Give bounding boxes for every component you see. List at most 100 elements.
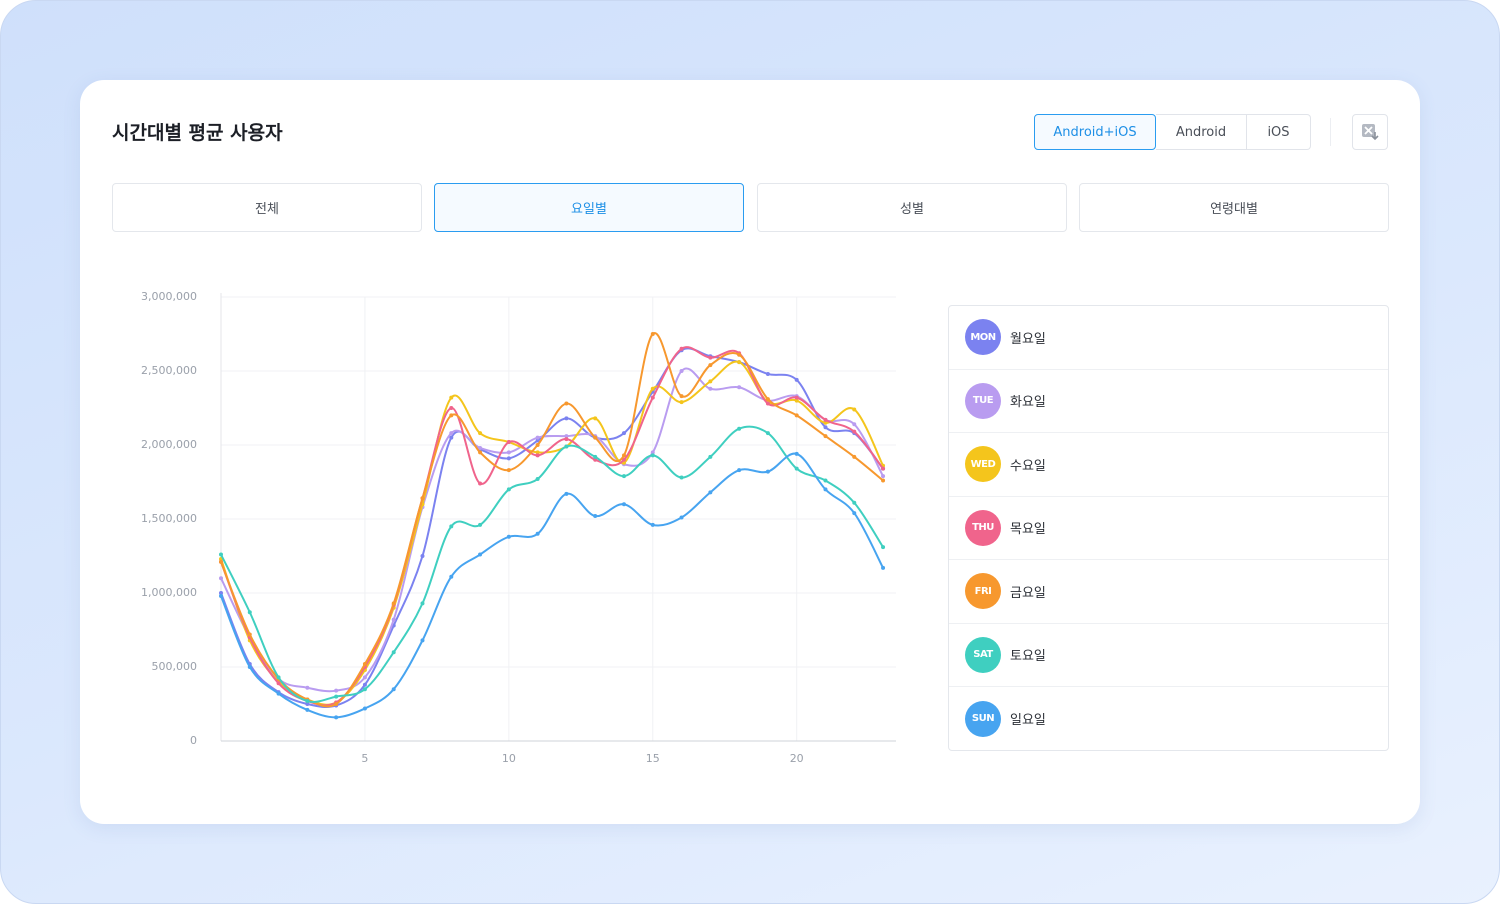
- data-point: [478, 431, 483, 436]
- data-point: [449, 395, 454, 400]
- data-point: [362, 675, 367, 680]
- data-point: [737, 352, 742, 357]
- data-point: [794, 395, 799, 400]
- data-point: [593, 435, 598, 440]
- data-point: [621, 474, 626, 479]
- data-point: [449, 406, 454, 410]
- data-point: [852, 500, 857, 505]
- y-tick-label: 1,000,000: [141, 586, 197, 599]
- line-series: [220, 425, 884, 703]
- data-point: [794, 377, 799, 382]
- line-series: [220, 346, 884, 707]
- data-point: [276, 681, 281, 686]
- legend-item: SAT 토요일: [949, 624, 1388, 687]
- data-point: [679, 475, 684, 480]
- data-point: [449, 524, 454, 529]
- data-point: [794, 466, 799, 471]
- data-point: [535, 453, 540, 458]
- data-point: [334, 715, 339, 720]
- data-point: [852, 454, 857, 459]
- line-series: [220, 332, 884, 708]
- data-point: [679, 400, 684, 405]
- data-point: [737, 360, 742, 365]
- platform-button[interactable]: iOS: [1247, 114, 1311, 150]
- data-point: [679, 369, 684, 373]
- legend-badge: FRI: [965, 573, 1001, 610]
- legend-label: 토요일: [1010, 649, 1046, 665]
- x-tick-label: 15: [646, 752, 660, 765]
- y-tick-label: 500,000: [152, 660, 198, 673]
- platform-button[interactable]: Android+iOS: [1034, 114, 1156, 150]
- data-point: [679, 394, 684, 399]
- legend-label: 월요일: [1010, 331, 1046, 347]
- data-point: [852, 511, 857, 516]
- data-point: [650, 332, 655, 336]
- tab[interactable]: 전체: [112, 183, 422, 232]
- tab[interactable]: 성별: [757, 183, 1067, 232]
- legend-item: TUE 화요일: [949, 370, 1388, 433]
- data-point: [449, 431, 454, 436]
- data-point: [621, 457, 626, 462]
- data-point: [708, 454, 713, 459]
- data-point: [506, 468, 511, 473]
- data-point: [334, 694, 339, 699]
- card: 시간대별 평균 사용자 Android+iOS Android iOS 전체 요…: [80, 80, 1420, 824]
- data-point: [650, 450, 655, 455]
- data-point: [219, 552, 223, 557]
- data-point: [219, 559, 223, 564]
- legend-badge: MON: [965, 319, 1001, 356]
- legend-item: FRI 금요일: [949, 560, 1388, 624]
- legend-badge: SUN: [965, 700, 1001, 737]
- data-point: [478, 445, 483, 450]
- legend-item: MON 월요일: [949, 306, 1388, 370]
- data-point: [564, 444, 569, 449]
- data-point: [506, 534, 511, 539]
- data-point: [420, 638, 425, 643]
- data-point: [823, 434, 828, 439]
- data-point: [247, 610, 252, 615]
- legend-item: THU 목요일: [949, 497, 1388, 560]
- data-point: [765, 431, 770, 436]
- data-point: [362, 687, 367, 692]
- data-point: [564, 491, 569, 496]
- data-point: [219, 591, 223, 595]
- data-point: [708, 355, 713, 360]
- excel-download-button[interactable]: [1352, 114, 1388, 150]
- data-point: [391, 687, 396, 692]
- legend-item: SUN 일요일: [949, 687, 1388, 751]
- data-point: [679, 346, 684, 351]
- line-series: [220, 367, 884, 693]
- data-point: [535, 531, 540, 536]
- tab[interactable]: 연령대별: [1079, 183, 1389, 232]
- data-point: [621, 453, 626, 458]
- data-point: [506, 450, 511, 455]
- data-point: [506, 440, 511, 445]
- legend: MON 월요일 TUE 화요일 WED 수요일 THU 목요일 FRI 금요일 SAT 토요일 SUN 일…: [948, 305, 1389, 751]
- legend-badge: SAT: [965, 636, 1001, 673]
- data-point: [593, 416, 598, 421]
- data-point: [247, 632, 252, 637]
- page-title: 시간대별 평균 사용자: [112, 122, 283, 144]
- legend-label: 일요일: [1010, 713, 1046, 729]
- data-point: [593, 514, 598, 519]
- data-point: [362, 682, 367, 687]
- tab[interactable]: 요일별: [434, 183, 744, 232]
- data-point: [708, 363, 713, 368]
- data-point: [334, 688, 339, 693]
- data-point: [478, 552, 483, 557]
- data-point: [305, 707, 310, 712]
- data-point: [881, 466, 886, 471]
- data-point: [794, 398, 799, 403]
- data-point: [765, 397, 770, 402]
- data-point: [852, 429, 857, 434]
- data-point: [564, 401, 569, 406]
- data-point: [535, 438, 540, 443]
- platform-button[interactable]: Android: [1156, 114, 1247, 150]
- legend-badge: WED: [965, 446, 1001, 483]
- legend-item: WED 수요일: [949, 433, 1388, 497]
- data-point: [478, 481, 483, 486]
- data-point: [391, 601, 396, 606]
- data-point: [276, 691, 281, 696]
- data-point: [650, 453, 655, 458]
